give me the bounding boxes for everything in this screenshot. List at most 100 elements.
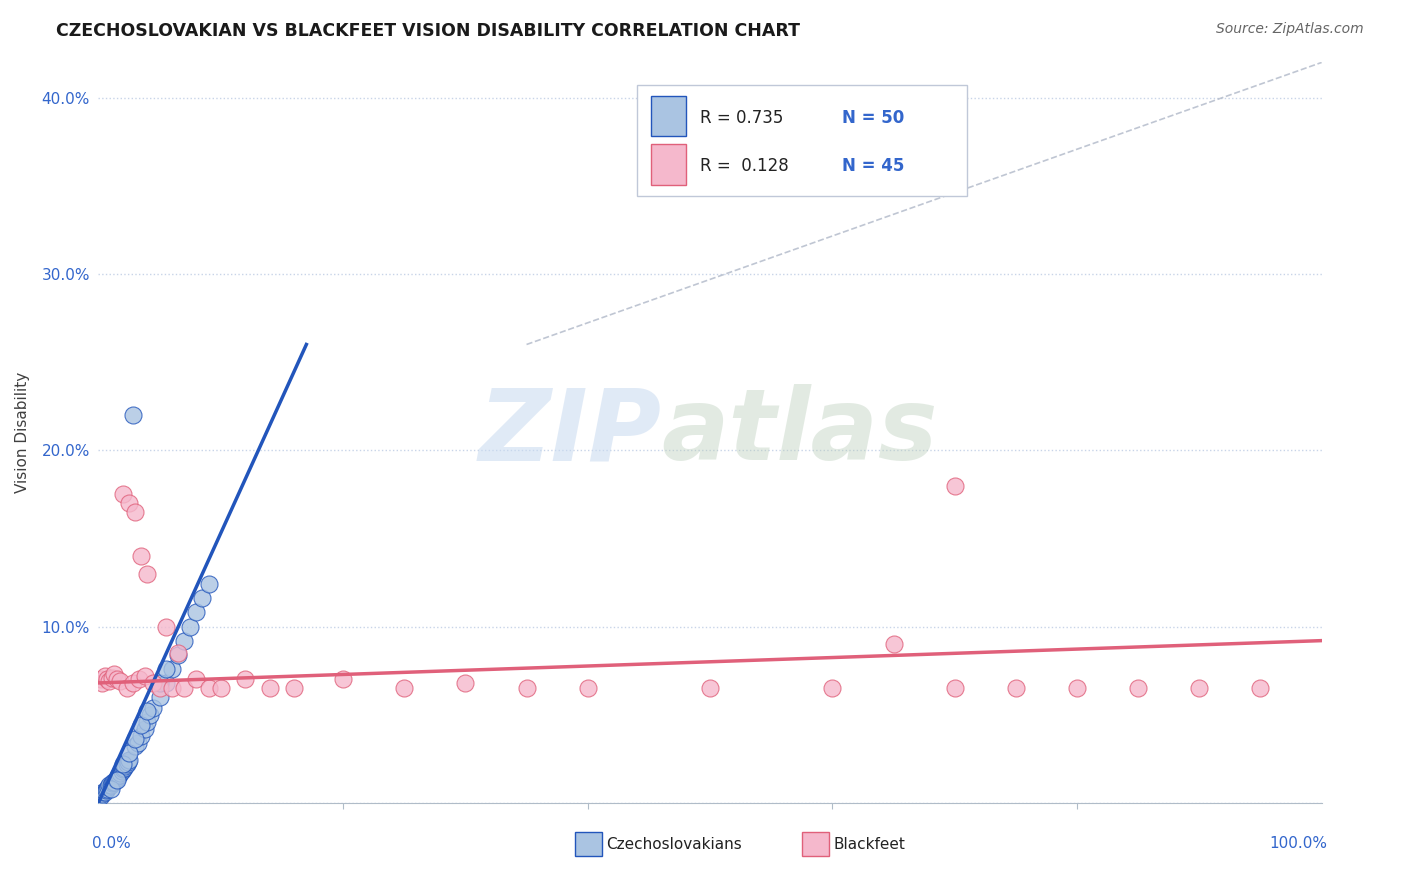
Text: N = 45: N = 45 <box>842 157 904 175</box>
Point <box>454 676 477 690</box>
Point <box>173 633 195 648</box>
Point <box>108 767 131 781</box>
Point <box>97 780 120 794</box>
Y-axis label: Vision Disability: Vision Disability <box>15 372 31 493</box>
Point <box>112 760 135 774</box>
Point <box>96 673 118 687</box>
Point <box>699 681 721 696</box>
Point <box>98 674 121 689</box>
Text: N = 50: N = 50 <box>842 109 904 127</box>
Point <box>197 577 219 591</box>
Point <box>136 714 159 729</box>
Point <box>191 591 214 606</box>
Point <box>129 729 152 743</box>
Point <box>186 606 208 620</box>
Point <box>139 707 162 722</box>
Point <box>173 681 195 696</box>
Point <box>186 673 208 687</box>
Point <box>160 662 183 676</box>
Text: ZIP: ZIP <box>478 384 661 481</box>
Point <box>93 785 115 799</box>
Point <box>283 681 305 696</box>
Point <box>124 505 146 519</box>
Point <box>111 764 134 778</box>
Point <box>136 566 159 581</box>
Point <box>883 637 905 651</box>
Point <box>117 756 139 770</box>
Point <box>118 496 141 510</box>
Point <box>259 681 281 696</box>
Point <box>114 758 136 772</box>
Point <box>167 646 190 660</box>
Point <box>91 785 114 799</box>
Bar <box>651 95 686 136</box>
Point <box>110 674 132 689</box>
Point <box>943 478 966 492</box>
Point <box>110 765 132 780</box>
Text: Czechoslovakians: Czechoslovakians <box>606 837 742 852</box>
Point <box>134 669 156 683</box>
Point <box>233 673 256 687</box>
Point <box>118 754 141 768</box>
Point <box>129 549 152 563</box>
Point <box>115 681 138 696</box>
Point <box>103 774 125 789</box>
Point <box>1066 681 1088 696</box>
Text: 0.0%: 0.0% <box>93 836 131 851</box>
Point <box>96 781 118 796</box>
Point <box>111 757 134 772</box>
Point <box>332 673 354 687</box>
Point <box>1188 681 1211 696</box>
Bar <box>575 832 602 856</box>
Text: atlas: atlas <box>661 384 938 481</box>
Text: 100.0%: 100.0% <box>1270 836 1327 851</box>
Point <box>576 681 599 696</box>
Point <box>101 774 124 789</box>
Point <box>821 681 844 696</box>
Point <box>91 676 114 690</box>
Point <box>155 619 177 633</box>
Point <box>90 673 112 687</box>
Point <box>111 487 134 501</box>
Point <box>136 704 159 718</box>
Text: Source: ZipAtlas.com: Source: ZipAtlas.com <box>1216 22 1364 37</box>
Point <box>392 681 416 696</box>
Point <box>943 681 966 696</box>
Text: CZECHOSLOVAKIAN VS BLACKFEET VISION DISABILITY CORRELATION CHART: CZECHOSLOVAKIAN VS BLACKFEET VISION DISA… <box>56 22 800 40</box>
Text: R =  0.128: R = 0.128 <box>700 157 789 175</box>
Point <box>149 681 172 696</box>
Point <box>124 739 146 754</box>
Point <box>107 769 129 783</box>
Point <box>105 772 128 787</box>
Point <box>149 690 172 704</box>
Point <box>100 778 122 792</box>
Point <box>111 762 134 776</box>
Point <box>105 771 128 785</box>
Point <box>115 757 138 772</box>
Point <box>93 669 115 683</box>
Point <box>1128 681 1150 696</box>
Point <box>118 747 141 761</box>
Point <box>167 648 190 662</box>
Point <box>127 736 149 750</box>
Point <box>90 789 112 803</box>
Point <box>1004 681 1026 696</box>
Text: Blackfeet: Blackfeet <box>834 837 905 852</box>
Point <box>1249 681 1271 696</box>
Point <box>142 700 165 714</box>
Point <box>101 776 124 790</box>
Point <box>515 681 537 696</box>
Point <box>124 732 146 747</box>
Point <box>129 718 152 732</box>
Point <box>121 676 143 690</box>
Point <box>179 619 201 633</box>
Point <box>98 778 121 792</box>
Point <box>105 673 128 687</box>
Point <box>197 681 219 696</box>
Point <box>121 408 143 422</box>
Point <box>91 787 114 801</box>
Point <box>160 681 183 696</box>
Point <box>94 783 117 797</box>
Point <box>103 667 125 681</box>
Point <box>209 681 232 696</box>
